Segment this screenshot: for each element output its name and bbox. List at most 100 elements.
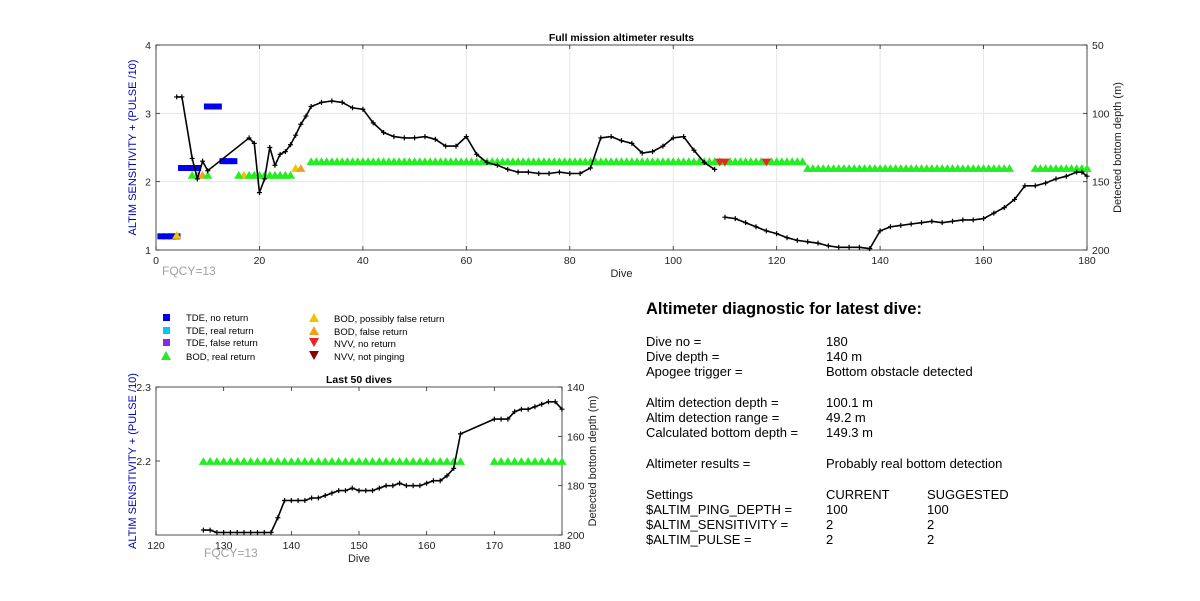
sub-depth-line-point [275, 515, 281, 521]
main-depth-line-point [670, 135, 676, 141]
bod-real-return-marker [510, 457, 520, 465]
sub-y2-axis-label: Detected bottom depth (m) [587, 396, 599, 527]
legend-marker-icon [160, 313, 172, 324]
tde-no-return-marker [178, 165, 186, 171]
main-depth-line-2-point [1063, 173, 1069, 179]
legend-item: NVV, not pinging [308, 350, 404, 363]
bod-real-return-marker [374, 457, 384, 465]
diagnostic-title: Altimeter diagnostic for latest dive: [646, 300, 922, 318]
diag-value-dive-no: 180 [826, 334, 848, 349]
bod-real-return-marker [334, 457, 344, 465]
main-y-tick-label: 1 [145, 245, 151, 257]
sub-depth-line-point [288, 497, 294, 503]
setting-current-sensitivity: 2 [826, 517, 834, 532]
legend-label: TDE, real return [186, 325, 254, 337]
sub-depth-line-point [498, 416, 504, 422]
main-depth-line-2-point [732, 216, 738, 222]
setting-label-pulse: $ALTIM_PULSE = [646, 532, 752, 547]
sub-depth-line-point [356, 488, 362, 494]
settings-current-header: CURRENT [826, 487, 890, 502]
sub-depth-line-point [424, 480, 430, 486]
sub-depth-line-point [376, 485, 382, 491]
sub-y2-tick-label: 200 [567, 530, 585, 542]
sub-depth-line-point [491, 416, 497, 422]
diag-label-dive-no: Dive no = [646, 334, 702, 349]
diag-label-apogee: Apogee trigger = [646, 364, 743, 379]
bod-real-return-marker [198, 457, 208, 465]
bod-real-return-marker [347, 457, 357, 465]
main-y-tick-label: 4 [145, 40, 151, 52]
tde-no-return-marker [224, 158, 233, 165]
bod-real-return-marker [354, 457, 364, 465]
main-y2-tick-label: 100 [1092, 108, 1110, 120]
diag-label-bottom-depth: Calculated bottom depth = [646, 425, 799, 440]
tde-no-return-marker [183, 165, 191, 171]
main-depth-line-point [303, 113, 309, 119]
bod-real-return-marker [449, 457, 459, 465]
main-x-tick-label: 0 [153, 255, 159, 267]
tde-no-return-marker [209, 103, 217, 110]
bod-real-return-marker [327, 457, 337, 465]
main-depth-line-point [319, 99, 325, 105]
setting-current-pulse: 2 [826, 532, 834, 547]
legend-item: BOD, false return [308, 325, 407, 338]
sub-depth-line-point [282, 497, 288, 503]
sub-depth-line-point [451, 465, 457, 471]
main-y2-axis-label: Detected bottom depth (m) [1112, 82, 1124, 213]
bod-real-return-marker [246, 457, 256, 465]
main-x-tick-label: 120 [768, 255, 786, 267]
tde-no-return-marker [157, 233, 165, 240]
main-depth-line-point [577, 170, 583, 176]
bod-real-return-marker [388, 457, 398, 465]
main-depth-line-2-point [887, 224, 893, 230]
legend-item: TDE, no return [160, 313, 248, 324]
main-depth-line-point [381, 129, 387, 135]
main-depth-line-point [350, 105, 356, 111]
main-depth-line-2-point [794, 237, 800, 243]
bod-real-return-marker [234, 170, 244, 179]
main-depth-line-point [701, 160, 707, 166]
setting-label-sensitivity: $ALTIM_SENSITIVITY = [646, 517, 789, 532]
bod-real-return-marker [203, 170, 213, 179]
diag-value-detection-range: 49.2 m [826, 410, 866, 425]
tde-no-return-marker [219, 158, 228, 165]
main-depth-line-point [505, 166, 511, 172]
main-x-tick-label: 100 [664, 255, 682, 267]
bod-real-return-marker [435, 457, 445, 465]
sub-depth-line-point [559, 406, 565, 412]
bod-real-return-marker [219, 457, 229, 465]
main-x-tick-label: 20 [254, 255, 266, 267]
main-depth-line-2-point [991, 210, 997, 216]
bod-real-return-marker [361, 457, 371, 465]
main-depth-line-point [443, 143, 449, 149]
main-depth-line-2-point [722, 214, 728, 220]
diag-value-dive-depth: 140 m [826, 349, 863, 364]
legend-item: BOD, real return [160, 350, 255, 363]
sub-depth-line-point [390, 483, 396, 489]
main-depth-line-point [453, 143, 459, 149]
main-y2-tick-label: 50 [1092, 40, 1104, 52]
sub-x-tick-label: 150 [350, 540, 368, 552]
main-depth-line-point [179, 94, 185, 100]
setting-current-ping-depth: 100 [826, 502, 848, 517]
legend: TDE, no return TDE, real return TDE, false… [160, 313, 480, 368]
main-depth-line-point [360, 106, 366, 112]
bod-real-return-marker [252, 457, 263, 465]
main-depth-line-point [556, 169, 562, 175]
main-fqcy-annotation: FQCY=13 [162, 264, 216, 278]
bod-real-return-marker [550, 457, 560, 465]
sub-y-axis-label: ALTIM SENSITIVITY + (PULSE /10) [127, 373, 139, 549]
sub-x-tick-label: 180 [553, 540, 571, 552]
main-depth-line-point [587, 165, 593, 171]
main-depth-line-2-point [1032, 183, 1038, 189]
main-depth-line-point [546, 170, 552, 176]
tde-no-return-marker [162, 233, 171, 240]
main-x-axis-label: Dive [610, 268, 632, 280]
sub-depth-line-point [329, 490, 335, 496]
main-depth-line-point [205, 168, 211, 174]
diagnostic-panel: Altimeter diagnostic for latest dive: Di… [646, 300, 1186, 560]
legend-label: BOD, possibly false return [334, 314, 445, 325]
sub-depth-line-point [261, 530, 267, 536]
main-depth-line-point [598, 135, 604, 141]
sub-depth-line-point [227, 530, 233, 536]
